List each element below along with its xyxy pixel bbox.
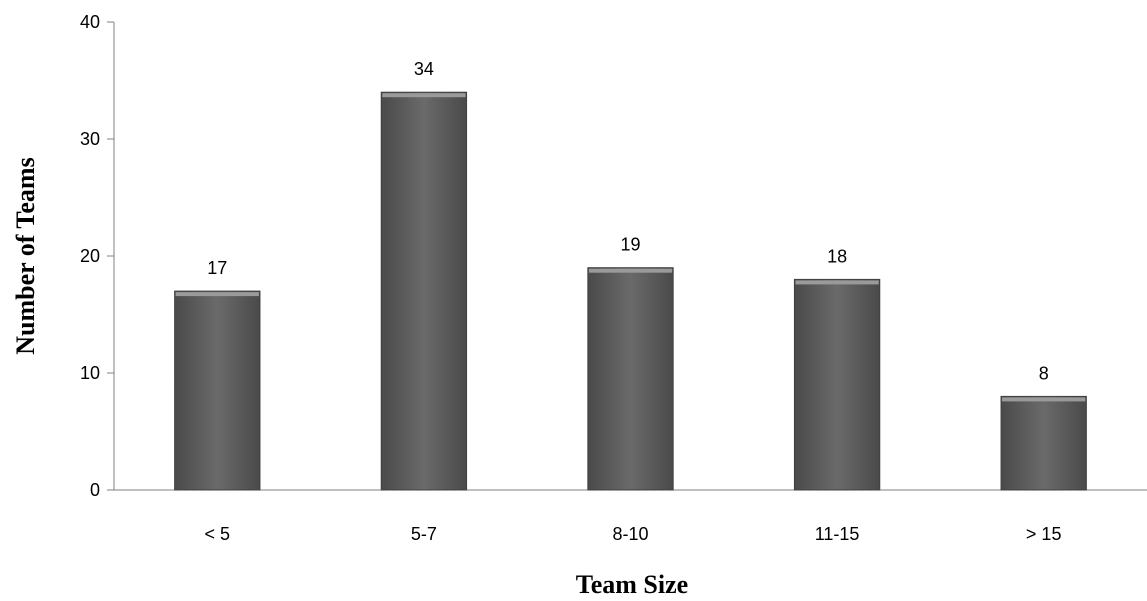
bar-top-highlight: [1002, 397, 1086, 402]
bars: [174, 91, 1087, 491]
bar-top-highlight: [382, 93, 466, 98]
y-tick-label: 20: [80, 246, 100, 266]
x-tick-label: 5-7: [411, 524, 437, 544]
x-axis-title: Team Size: [576, 570, 688, 599]
data-labels: 17 34 19 18 8: [207, 59, 1048, 383]
data-label: 8: [1039, 363, 1049, 383]
data-label: 18: [827, 246, 847, 266]
data-label: 19: [620, 235, 640, 255]
bar: [380, 91, 468, 491]
data-label: 17: [207, 258, 227, 278]
y-tick-label: 40: [80, 12, 100, 32]
x-tick-label: 8-10: [612, 524, 648, 544]
y-tick-label: 0: [90, 480, 100, 500]
bar-top-highlight: [795, 280, 879, 285]
data-label: 34: [414, 59, 434, 79]
x-ticks: < 5 5-7 8-10 11-15 > 15: [205, 524, 1062, 544]
y-tick-label: 10: [80, 363, 100, 383]
bar: [587, 267, 674, 491]
x-tick-label: < 5: [205, 524, 231, 544]
bar-top-highlight: [588, 268, 673, 273]
bar: [174, 290, 261, 491]
bar: [793, 278, 881, 491]
y-ticks: 0 10 20 30 40: [80, 12, 114, 500]
x-tick-label: > 15: [1026, 524, 1062, 544]
y-axis-title: Number of Teams: [11, 157, 40, 354]
bar-top-highlight: [175, 292, 259, 297]
bar: [1000, 395, 1087, 491]
x-tick-label: 11-15: [815, 524, 860, 544]
y-tick-label: 30: [80, 129, 100, 149]
